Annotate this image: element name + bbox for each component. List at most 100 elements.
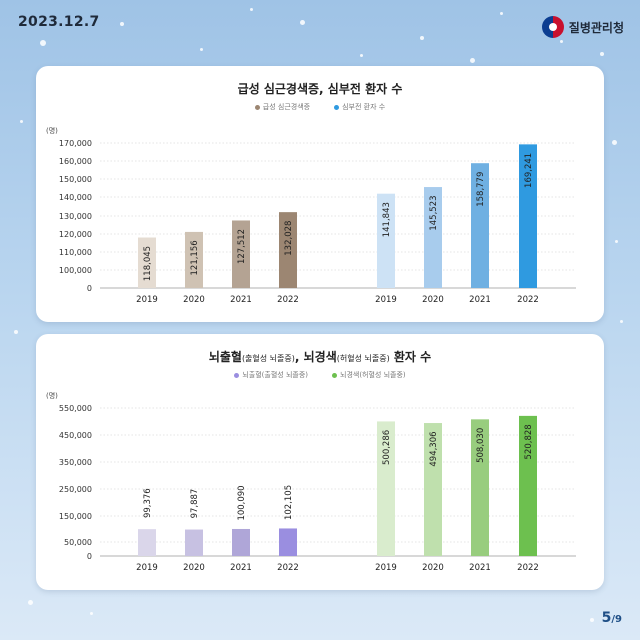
bar-value-label: 99,376	[143, 488, 153, 518]
bar	[519, 144, 537, 288]
x-tick-label: 2020	[422, 295, 444, 305]
x-tick-label: 2022	[277, 563, 299, 573]
snowflake	[500, 12, 503, 15]
bar-value-label: 508,030	[476, 428, 486, 463]
x-tick-label: 2022	[277, 295, 299, 305]
x-tick-label: 2019	[375, 563, 397, 573]
y-tick-label: 450,000	[59, 431, 92, 440]
bar	[279, 528, 297, 556]
bar-value-label: 500,286	[382, 430, 392, 465]
legend-label: 뇌출혈(출혈성 뇌졸중)	[242, 371, 308, 379]
bar-value-label: 118,045	[143, 246, 153, 281]
legend-item: 뇌출혈(출혈성 뇌졸중)	[234, 370, 308, 380]
snowflake	[120, 22, 124, 26]
snowflake	[40, 40, 46, 46]
bar-value-label: 520,828	[524, 424, 534, 459]
legend-dot	[234, 372, 240, 378]
bar	[424, 423, 442, 556]
kdca-emblem-icon	[541, 16, 564, 38]
x-tick-label: 2019	[375, 295, 397, 305]
title-sub: (출혈성 뇌졸중)	[241, 354, 295, 363]
title-mid: , 뇌경색	[294, 350, 337, 364]
x-tick-label: 2020	[422, 563, 444, 573]
bar	[138, 529, 156, 556]
x-tick-label: 2022	[517, 563, 539, 573]
bar	[424, 187, 442, 288]
bar-value-label: 97,887	[190, 489, 200, 519]
snowflake	[600, 52, 604, 56]
chart-legend: 급성 심근경색증 심부전 환자 수	[36, 102, 604, 112]
chart-legend: 뇌출혈(출혈성 뇌졸중) 뇌경색(허혈성 뇌졸중)	[36, 370, 604, 380]
bar	[519, 415, 537, 556]
y-axis-unit: (명)	[46, 391, 58, 400]
snowflake	[615, 240, 618, 243]
bar	[377, 193, 395, 288]
legend-item: 뇌경색(허혈성 뇌졸중)	[332, 370, 406, 380]
bar-chart-stroke: (명) 0 50,000 150,000 250,000 350,000 450,000 55…	[46, 391, 576, 573]
legend-label: 뇌경색(허혈성 뇌졸중)	[340, 371, 406, 379]
bar-value-label: 141,843	[382, 202, 392, 237]
title-sub: (허혈성 뇌졸중)	[336, 354, 390, 363]
bar	[471, 163, 489, 288]
y-tick-label: 160,000	[59, 157, 92, 166]
x-tick-label: 2022	[517, 295, 539, 305]
legend-label: 심부전 환자 수	[342, 103, 386, 111]
bar	[279, 212, 297, 288]
date-label: 2023.12.7	[18, 14, 100, 30]
y-tick-label: 50,000	[64, 538, 92, 547]
bar-value-label: 121,156	[190, 240, 200, 275]
y-tick-label: 110,000	[59, 248, 92, 257]
legend-label: 급성 심근경색증	[262, 103, 311, 111]
x-tick-label: 2021	[469, 295, 491, 305]
snowflake	[90, 612, 93, 615]
bar	[232, 528, 250, 556]
y-tick-label: 150,000	[59, 175, 92, 184]
legend-dot	[254, 104, 260, 110]
snowflake	[360, 54, 363, 57]
y-tick-label: 350,000	[59, 458, 92, 467]
chart-card-stroke: 뇌출혈(출혈성 뇌졸중), 뇌경색(허혈성 뇌졸중) 환자 수 뇌출혈(출혈성 …	[36, 334, 604, 590]
bar	[232, 220, 250, 288]
snowflake	[590, 618, 594, 622]
chart-title: 급성 심근경색증, 심부전 환자 수	[237, 82, 403, 96]
y-tick-label: 140,000	[59, 193, 92, 202]
y-tick-label: 100,000	[59, 266, 92, 275]
snowflake	[470, 58, 475, 63]
legend-dot	[334, 104, 340, 110]
x-tick-label: 2021	[469, 563, 491, 573]
y-tick-label: 550,000	[59, 404, 92, 413]
bar	[377, 421, 395, 556]
bar-value-label: 132,028	[284, 221, 294, 256]
bar-chart-cardiac: (명) 0 100,000 110,000 120,000 130,000 140,000 1…	[46, 126, 576, 305]
chart-card-cardiac: 급성 심근경색증, 심부전 환자 수 급성 심근경색증 심부전 환자 수 (명)…	[36, 66, 604, 322]
legend-item: 심부전 환자 수	[334, 102, 385, 112]
snowflake	[200, 48, 203, 51]
y-tick-label: 120,000	[59, 230, 92, 239]
y-tick-label: 250,000	[59, 485, 92, 494]
bar-value-label: 169,241	[524, 153, 534, 188]
x-tick-label: 2019	[136, 295, 158, 305]
x-tick-label: 2020	[183, 563, 205, 573]
bar-value-label: 494,306	[429, 431, 439, 466]
page-number: 5/9	[602, 610, 622, 626]
title-end: 환자 수	[389, 350, 432, 364]
page-current: 5	[601, 610, 612, 626]
y-axis-unit: (명)	[46, 126, 58, 135]
y-tick-label: 0	[87, 552, 92, 561]
page-separator: /	[611, 614, 616, 625]
legend-item: 급성 심근경색증	[254, 102, 311, 112]
bar-value-label: 145,523	[429, 195, 439, 230]
title-main: 뇌출혈	[208, 350, 242, 364]
snowflake	[20, 120, 23, 123]
snowflake	[28, 600, 33, 605]
y-tick-label: 130,000	[59, 212, 92, 221]
chart-title: 뇌출혈(출혈성 뇌졸중), 뇌경색(허혈성 뇌졸중) 환자 수	[36, 348, 604, 365]
agency-name: 질병관리청	[568, 20, 624, 35]
snowflake	[560, 40, 563, 43]
snowflake	[420, 36, 424, 40]
x-tick-label: 2019	[136, 563, 158, 573]
snowflake	[300, 20, 305, 25]
legend-dot	[332, 372, 337, 378]
y-tick-label: 150,000	[59, 512, 92, 521]
x-tick-label: 2020	[183, 295, 205, 305]
